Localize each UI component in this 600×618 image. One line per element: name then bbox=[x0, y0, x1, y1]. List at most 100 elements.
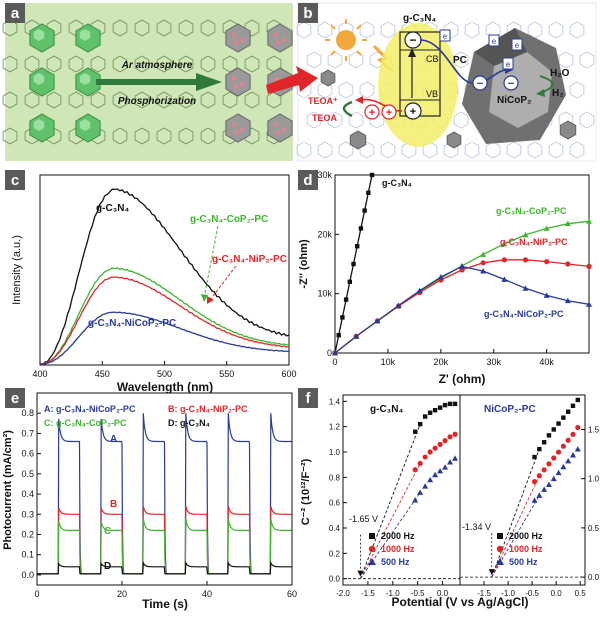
h2-evolution-arrowhead bbox=[536, 89, 545, 97]
ms-point bbox=[575, 424, 581, 431]
x-tick-label: 0.0 bbox=[551, 589, 563, 598]
x-tick-label: -1.5 bbox=[477, 589, 491, 598]
y-tick-label: 1.2 bbox=[329, 423, 341, 432]
panel-e-axes bbox=[36, 392, 293, 586]
sun-icon bbox=[325, 19, 367, 61]
ms-point bbox=[551, 427, 556, 432]
ms-point bbox=[565, 457, 572, 464]
ms-point bbox=[536, 492, 543, 498]
eis-point bbox=[416, 287, 423, 294]
photocurrent-curve bbox=[37, 518, 292, 575]
x-tick-label: 40 bbox=[202, 589, 212, 599]
eis-point bbox=[355, 244, 360, 249]
panel-d-label: d bbox=[303, 172, 312, 189]
x-tick-label: -0.5 bbox=[525, 589, 539, 598]
sheet-hexagon bbox=[485, 141, 501, 159]
ms-point bbox=[417, 421, 423, 427]
pink-dot bbox=[275, 40, 281, 46]
ms-point bbox=[417, 489, 424, 495]
legend-marker-500 bbox=[368, 558, 376, 565]
eis-point bbox=[351, 261, 356, 267]
x-tick-label: 0.5 bbox=[575, 589, 587, 598]
transfer-hole bbox=[364, 104, 380, 120]
sheet-hexagon bbox=[200, 19, 216, 37]
panel-f-curves bbox=[343, 397, 585, 580]
extrapolation-line bbox=[360, 423, 421, 579]
panel-e-curve-label-b: B bbox=[110, 499, 117, 510]
panel-f-label: f bbox=[306, 390, 312, 407]
electron-e-box: e bbox=[439, 29, 451, 42]
electron-transfer-path bbox=[419, 39, 508, 84]
sheet-hexagon bbox=[296, 21, 312, 39]
ms-point bbox=[546, 433, 552, 438]
ms-point bbox=[541, 440, 547, 445]
sheet-hexagon bbox=[244, 19, 260, 37]
panel-f-right-axes bbox=[459, 394, 586, 586]
sheet-hexagon bbox=[156, 55, 172, 73]
sheet-hexagon bbox=[112, 91, 128, 109]
vb-hole bbox=[404, 102, 422, 120]
pc-electron-sign: − bbox=[477, 78, 483, 90]
eis-point bbox=[459, 263, 465, 269]
panel-c-xlabel: Wavelength (nm) bbox=[117, 380, 213, 394]
photocurrent-curve bbox=[37, 506, 292, 575]
sheet-hexagon bbox=[222, 55, 238, 73]
eis-point bbox=[369, 172, 375, 178]
svg-text:e: e bbox=[506, 60, 511, 69]
sheet-hexagon bbox=[306, 111, 322, 129]
x-tick-label: 450 bbox=[95, 369, 110, 379]
panel-c-ticks: 400 450 500 550 600 bbox=[32, 361, 297, 379]
sheet-hexagon bbox=[453, 111, 469, 129]
y-tick-label: 0.1 bbox=[21, 550, 34, 560]
ms-point bbox=[570, 403, 576, 409]
panel-d-legend-nip: g-C₃N₄-NiP₂-PC bbox=[500, 237, 568, 247]
extrapolation-line bbox=[360, 463, 421, 579]
sheet-hexagon bbox=[327, 51, 343, 69]
ms-point bbox=[427, 476, 434, 483]
y-tick-label: 1.0 bbox=[588, 475, 600, 484]
pink-dot bbox=[273, 32, 279, 38]
ms-point bbox=[560, 463, 567, 470]
y-tick-label: 0.0 bbox=[21, 570, 34, 580]
ms-point bbox=[412, 497, 419, 503]
ms-point bbox=[432, 471, 439, 478]
pink-dot bbox=[233, 84, 239, 90]
y-tick-label: 0.5 bbox=[21, 469, 34, 479]
panel-b-small-particles bbox=[320, 69, 577, 150]
panel-c-legend-nicop: g-C₃N₄-NiCoP₂-PC bbox=[88, 318, 176, 329]
sheet-hexagon bbox=[579, 51, 595, 69]
sheet-hexagon bbox=[134, 127, 150, 145]
nicop-electron bbox=[503, 75, 519, 91]
x-tick-label: 500 bbox=[157, 369, 172, 379]
y-tick-label: 0.5 bbox=[588, 524, 600, 533]
panel-e-curve-label-a: A bbox=[110, 434, 117, 445]
sheet-hexagon bbox=[359, 81, 375, 99]
x-tick-label: -1.0 bbox=[386, 589, 400, 598]
sheet-hexagon bbox=[317, 81, 333, 99]
panel-a-label-box bbox=[5, 3, 25, 23]
ms-point bbox=[537, 446, 542, 452]
ms-point bbox=[556, 421, 561, 426]
sheet-hexagon bbox=[178, 19, 194, 37]
ms-point bbox=[550, 475, 557, 482]
panel-c-legend-cop: g-C₃N₄-CoP₂-PC bbox=[190, 214, 268, 225]
extrapolation-line bbox=[491, 475, 540, 578]
panel-f-left-intercept-label: -1.65 V bbox=[349, 514, 378, 524]
eis-point bbox=[544, 259, 550, 265]
y-tick-label: 0 bbox=[327, 348, 332, 358]
panel-a-arrow-text-top: Ar atmosphere bbox=[121, 60, 193, 71]
eis-point bbox=[480, 268, 487, 274]
panel-f: f -2.0 -1.5 -1.0 -0.5 0.0 0.0 0.2 0.4 0.6 0.8 1.0 1… bbox=[298, 388, 600, 609]
pink-dot bbox=[273, 122, 279, 128]
sheet-hexagon bbox=[90, 55, 106, 73]
panel-e-xlabel: Time (s) bbox=[142, 597, 188, 611]
x-tick-label: 20k bbox=[434, 357, 449, 367]
x-tick-label: 40k bbox=[539, 357, 554, 367]
panel-e-curves bbox=[37, 413, 292, 575]
eis-point bbox=[395, 302, 402, 308]
panel-f-left-legend: 2000 Hz 1000 Hz 500 Hz bbox=[368, 531, 415, 567]
legend-label-500: 500 Hz bbox=[509, 557, 538, 567]
pc-label: PC bbox=[453, 55, 467, 66]
ms-point bbox=[427, 410, 433, 415]
sheet-hexagon bbox=[68, 91, 84, 109]
